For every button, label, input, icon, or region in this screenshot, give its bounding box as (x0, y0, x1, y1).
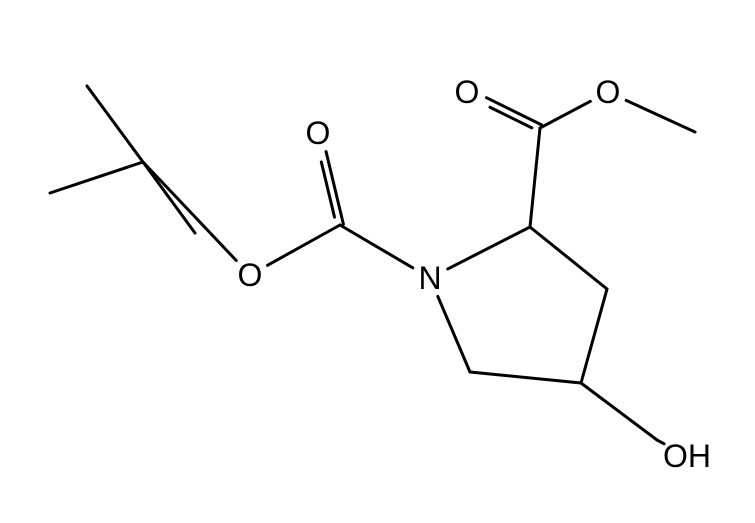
atom-label-o3: O (455, 74, 480, 110)
atom-label-o2: O (306, 115, 331, 151)
atom-label-o1: O (238, 257, 263, 293)
atom-label-n: N (418, 260, 441, 296)
molecule-canvas: O O N O O OH (0, 0, 755, 523)
atom-label-oh: OH (663, 438, 711, 474)
atom-label-o4: O (596, 74, 621, 110)
